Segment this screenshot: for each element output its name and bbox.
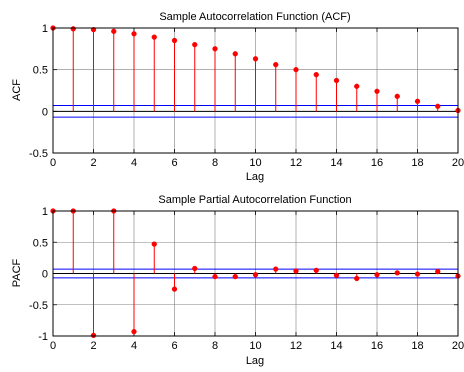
acf-x-tick-label: 4 — [131, 157, 137, 169]
acf-stem-marker — [313, 72, 319, 78]
pacf-stem-marker — [232, 273, 238, 280]
pacf-y-axis-label: PACF — [11, 258, 23, 287]
acf-y-tick-label: 0.5 — [33, 65, 48, 77]
pacf-y-tick-label: -1 — [38, 331, 48, 343]
pacf-stem-marker — [435, 268, 441, 275]
acf-y-axis-label: ACF — [11, 79, 23, 101]
acf-stem-marker — [293, 67, 299, 73]
acf-x-tick-label: 2 — [90, 157, 96, 169]
pacf-x-tick-label: 16 — [371, 340, 383, 352]
acf-x-tick-label: 10 — [249, 157, 261, 169]
acf-y-tick-label: 0 — [42, 106, 48, 118]
acf-stem-marker — [232, 51, 238, 57]
pacf-x-tick-label: 0 — [50, 340, 56, 352]
acf-y-tick-label: -0.5 — [29, 148, 48, 160]
pacf-x-tick-label: 12 — [290, 340, 302, 352]
acf-stem-marker — [435, 103, 441, 109]
pacf-y-tick-label: -0.5 — [29, 300, 48, 312]
acf-stem-marker — [70, 26, 76, 32]
acf-x-tick-label: 12 — [290, 157, 302, 169]
pacf-x-tick-label: 2 — [90, 340, 96, 352]
acf-x-tick-label: 18 — [411, 157, 423, 169]
acf-x-tick-label: 0 — [50, 157, 56, 169]
acf-y-tick-label: 1 — [42, 23, 48, 35]
pacf-x-tick-label: 4 — [131, 340, 137, 352]
pacf-stem-marker — [354, 275, 360, 282]
acf-stem-marker — [212, 46, 218, 52]
pacf-axes-frame — [52, 210, 459, 337]
acf-x-axis-label: Lag — [246, 171, 264, 183]
pacf-chart-title: Sample Partial Autocorrelation Function — [158, 194, 351, 206]
acf-stem-marker — [151, 34, 157, 40]
pacf-stem-marker — [90, 332, 97, 339]
acf-stem-marker — [333, 77, 340, 84]
acf-axes-frame — [52, 27, 459, 154]
acf-stem-marker — [111, 28, 117, 34]
pacf-x-axis-label: Lag — [246, 355, 264, 367]
acf-stem-marker — [374, 88, 380, 94]
acf-marks — [50, 25, 461, 118]
pacf-x-tick-label: 14 — [330, 340, 342, 352]
acf-stem-marker — [394, 93, 400, 99]
pacf-x-tick-label: 6 — [171, 340, 177, 352]
acf-x-tick-label: 14 — [330, 157, 342, 169]
pacf-stem-marker — [151, 241, 157, 247]
acf-stem-marker — [414, 98, 421, 104]
acf-chart: Sample Autocorrelation Function (ACF) La… — [11, 11, 464, 183]
acf-stem-marker — [354, 83, 360, 89]
pacf-x-tick-label: 20 — [452, 340, 464, 352]
acf-chart-title: Sample Autocorrelation Function (ACF) — [159, 11, 350, 23]
pacf-stem-marker — [273, 266, 279, 272]
pacf-y-tick-label: 0 — [42, 269, 48, 281]
acf-stem-marker — [131, 31, 137, 37]
pacf-y-tick-label: 0.5 — [33, 237, 48, 249]
pacf-stem-marker — [374, 272, 380, 278]
acf-stem-marker — [252, 56, 259, 62]
pacf-marks — [50, 208, 461, 339]
acf-x-tick-label: 8 — [212, 157, 218, 169]
pacf-stem-marker — [192, 265, 198, 272]
pacf-stem-marker — [171, 286, 178, 292]
pacf-x-tick-label: 8 — [212, 340, 218, 352]
pacf-x-tick-label: 18 — [411, 340, 423, 352]
pacf-x-tick-label: 10 — [249, 340, 261, 352]
acf-x-tick-label: 6 — [171, 157, 177, 169]
pacf-stem-marker — [394, 270, 400, 276]
pacf-stem-marker — [313, 267, 319, 274]
pacf-stem-marker — [131, 328, 137, 335]
acf-stem-marker — [273, 62, 279, 68]
acf-x-tick-label: 20 — [452, 157, 464, 169]
pacf-stem-marker — [414, 271, 421, 277]
pacf-stem-marker — [212, 273, 218, 280]
pacf-stem-marker — [293, 268, 299, 274]
acf-x-tick-label: 16 — [371, 157, 383, 169]
acf-stem-marker — [192, 42, 198, 48]
pacf-chart: Sample Partial Autocorrelation Function … — [11, 194, 464, 367]
pacf-stem-marker — [252, 272, 259, 278]
pacf-y-tick-label: 1 — [42, 206, 48, 218]
acf-stem-marker — [171, 37, 178, 44]
pacf-stem-marker — [333, 272, 340, 279]
